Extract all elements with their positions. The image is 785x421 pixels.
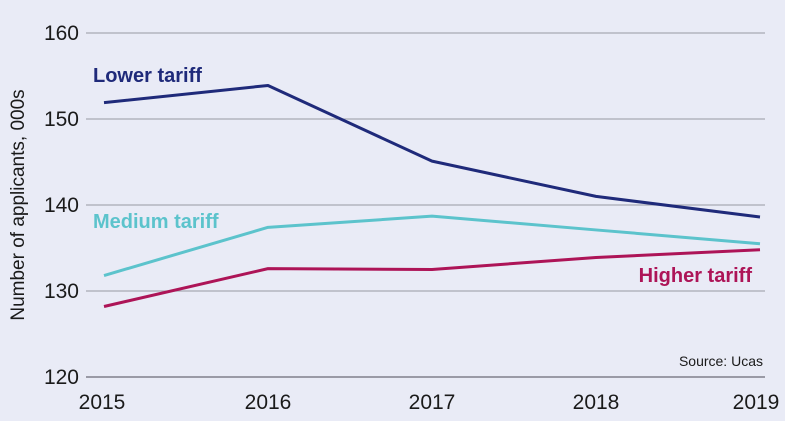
x-axis-ticks: 2015 2016 2017 2018 2019 [79,391,780,414]
x-tick-label: 2018 [573,391,620,414]
series-label-medium-tariff: Medium tariff [93,211,219,233]
y-axis-ticks: 120 130 140 150 160 [44,22,79,389]
x-tick-label: 2019 [733,391,780,414]
y-axis-label: Number of applicants, 000s [8,89,29,320]
series-label-higher-tariff: Higher tariff [639,265,753,287]
y-tick-label: 140 [44,194,79,217]
series-lines [103,83,761,308]
x-tick-label: 2016 [245,391,292,414]
x-tick-label: 2015 [79,391,126,414]
x-tick-label: 2017 [409,391,456,414]
gridlines [86,32,765,378]
y-tick-label: 130 [44,280,79,303]
y-tick-label: 150 [44,108,79,131]
y-tick-label: 120 [44,366,79,389]
y-tick-label: 160 [44,22,79,45]
source-note: Source: Ucas [679,353,763,369]
series-label-lower-tariff: Lower tariff [93,65,202,87]
series-line-lower-tariff [103,83,761,219]
